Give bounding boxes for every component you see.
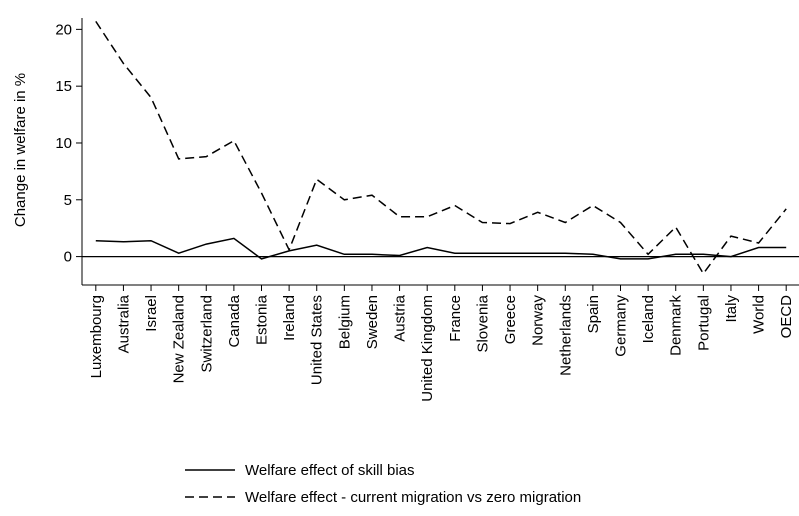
- x-tick-label: Spain: [585, 295, 602, 333]
- x-tick-label: Australia: [115, 294, 132, 353]
- x-tick-label: Slovenia: [474, 294, 491, 352]
- x-tick-label: Italy: [723, 295, 740, 323]
- x-tick-label: Luxembourg: [88, 295, 105, 378]
- y-tick-label: 0: [64, 249, 72, 266]
- x-tick-label: Belgium: [336, 295, 353, 349]
- x-tick-label: Portugal: [695, 295, 712, 351]
- series-line: [95, 20, 787, 275]
- x-tick-label: Sweden: [364, 295, 381, 349]
- x-tick-label: Austria: [392, 294, 409, 341]
- x-tick-label: Switzerland: [198, 295, 215, 373]
- legend-label: Welfare effect of skill bias: [245, 462, 415, 479]
- x-tick-label: France: [447, 295, 464, 342]
- legend-label: Welfare effect - current migration vs ze…: [245, 489, 581, 506]
- x-tick-label: World: [751, 295, 768, 334]
- x-tick-label: Canada: [226, 294, 243, 347]
- y-axis-label: Change in welfare in %: [12, 73, 29, 227]
- x-tick-label: Greece: [502, 295, 519, 344]
- x-tick-label: Netherlands: [557, 295, 574, 376]
- x-tick-label: OECD: [778, 295, 795, 339]
- y-tick-label: 20: [55, 21, 72, 38]
- y-tick-label: 10: [55, 135, 72, 152]
- x-tick-label: United States: [309, 295, 326, 385]
- x-tick-label: Germany: [613, 295, 630, 357]
- y-tick-label: 5: [64, 192, 72, 209]
- x-tick-label: Estonia: [254, 294, 271, 345]
- series-line: [95, 237, 787, 260]
- x-tick-label: Ireland: [281, 295, 298, 341]
- x-tick-label: Denmark: [668, 295, 685, 356]
- x-tick-label: United Kingdom: [419, 295, 436, 402]
- x-tick-label: Iceland: [640, 295, 657, 343]
- x-tick-label: Norway: [530, 295, 547, 346]
- x-tick-label: Israel: [143, 295, 160, 332]
- y-tick-label: 15: [55, 78, 72, 95]
- x-tick-label: New Zealand: [171, 295, 188, 383]
